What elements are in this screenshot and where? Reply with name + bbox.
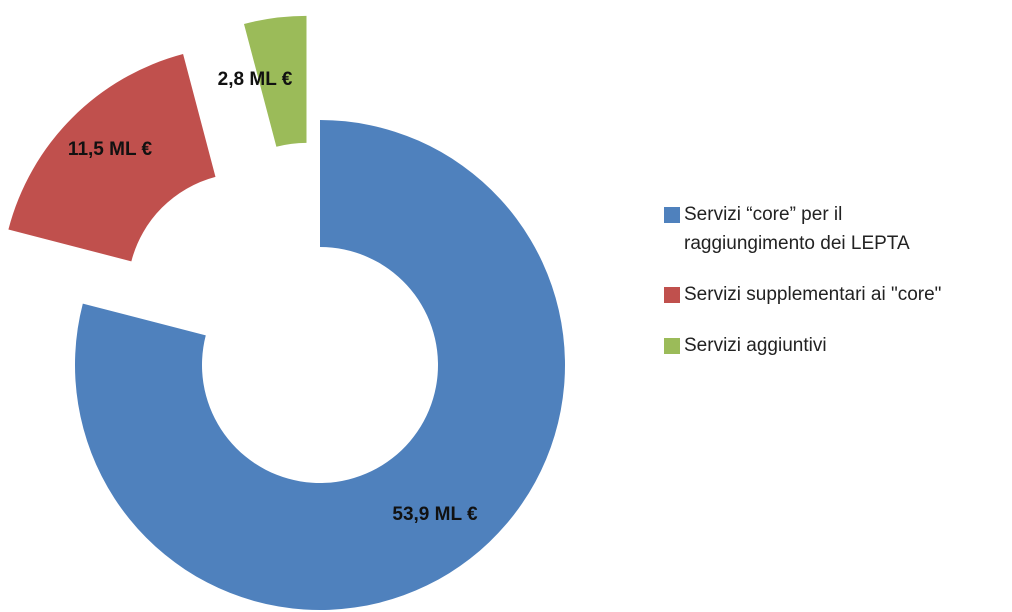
legend-swatch: [664, 207, 680, 223]
data-label: 2,8 ML €: [218, 69, 293, 90]
data-label: 11,5 ML €: [68, 139, 153, 160]
data-label: 53,9 ML €: [392, 504, 478, 525]
legend-swatch: [664, 338, 680, 354]
donut-slice: [243, 15, 307, 147]
donut-slice: [8, 54, 216, 262]
legend-label: Servizi aggiuntivi: [684, 335, 827, 356]
legend-item: Servizi supplementari ai "core": [664, 280, 974, 309]
legend-item: Servizi aggiuntivi: [664, 331, 974, 360]
legend-label: Servizi supplementari ai "core": [684, 284, 942, 305]
legend-item: Servizi “core” per il raggiungimento dei…: [664, 200, 974, 258]
legend-label: Servizi “core” per il raggiungimento dei…: [684, 204, 910, 254]
legend: Servizi “core” per il raggiungimento dei…: [664, 200, 974, 382]
legend-swatch: [664, 287, 680, 303]
donut-slice: [74, 120, 566, 610]
